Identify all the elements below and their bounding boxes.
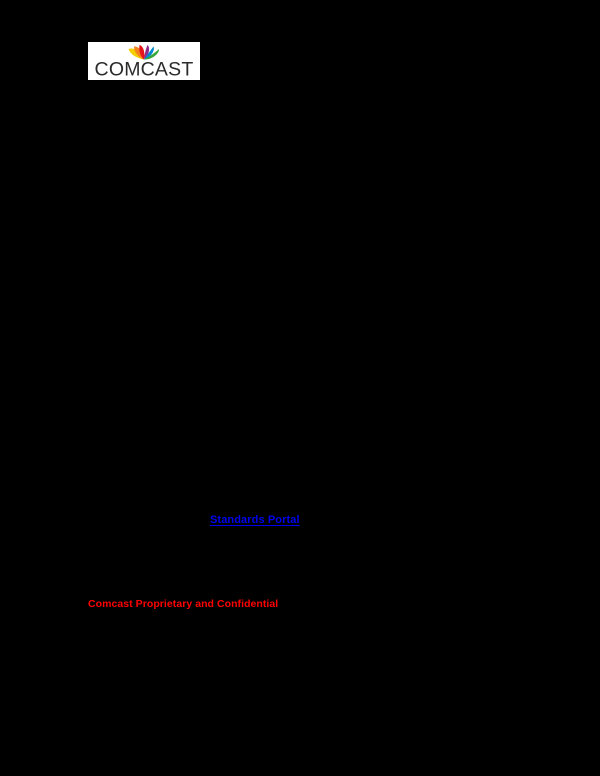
standards-portal-link[interactable]: Standards Portal: [210, 514, 300, 526]
confidential-notice: Comcast Proprietary and Confidential: [88, 598, 279, 610]
nbc-peacock-icon: [128, 45, 160, 60]
comcast-logo: COMCAST: [88, 42, 200, 80]
comcast-wordmark-text: COMCAST: [95, 60, 194, 80]
comcast-wordmark: COMCAST: [95, 60, 194, 80]
